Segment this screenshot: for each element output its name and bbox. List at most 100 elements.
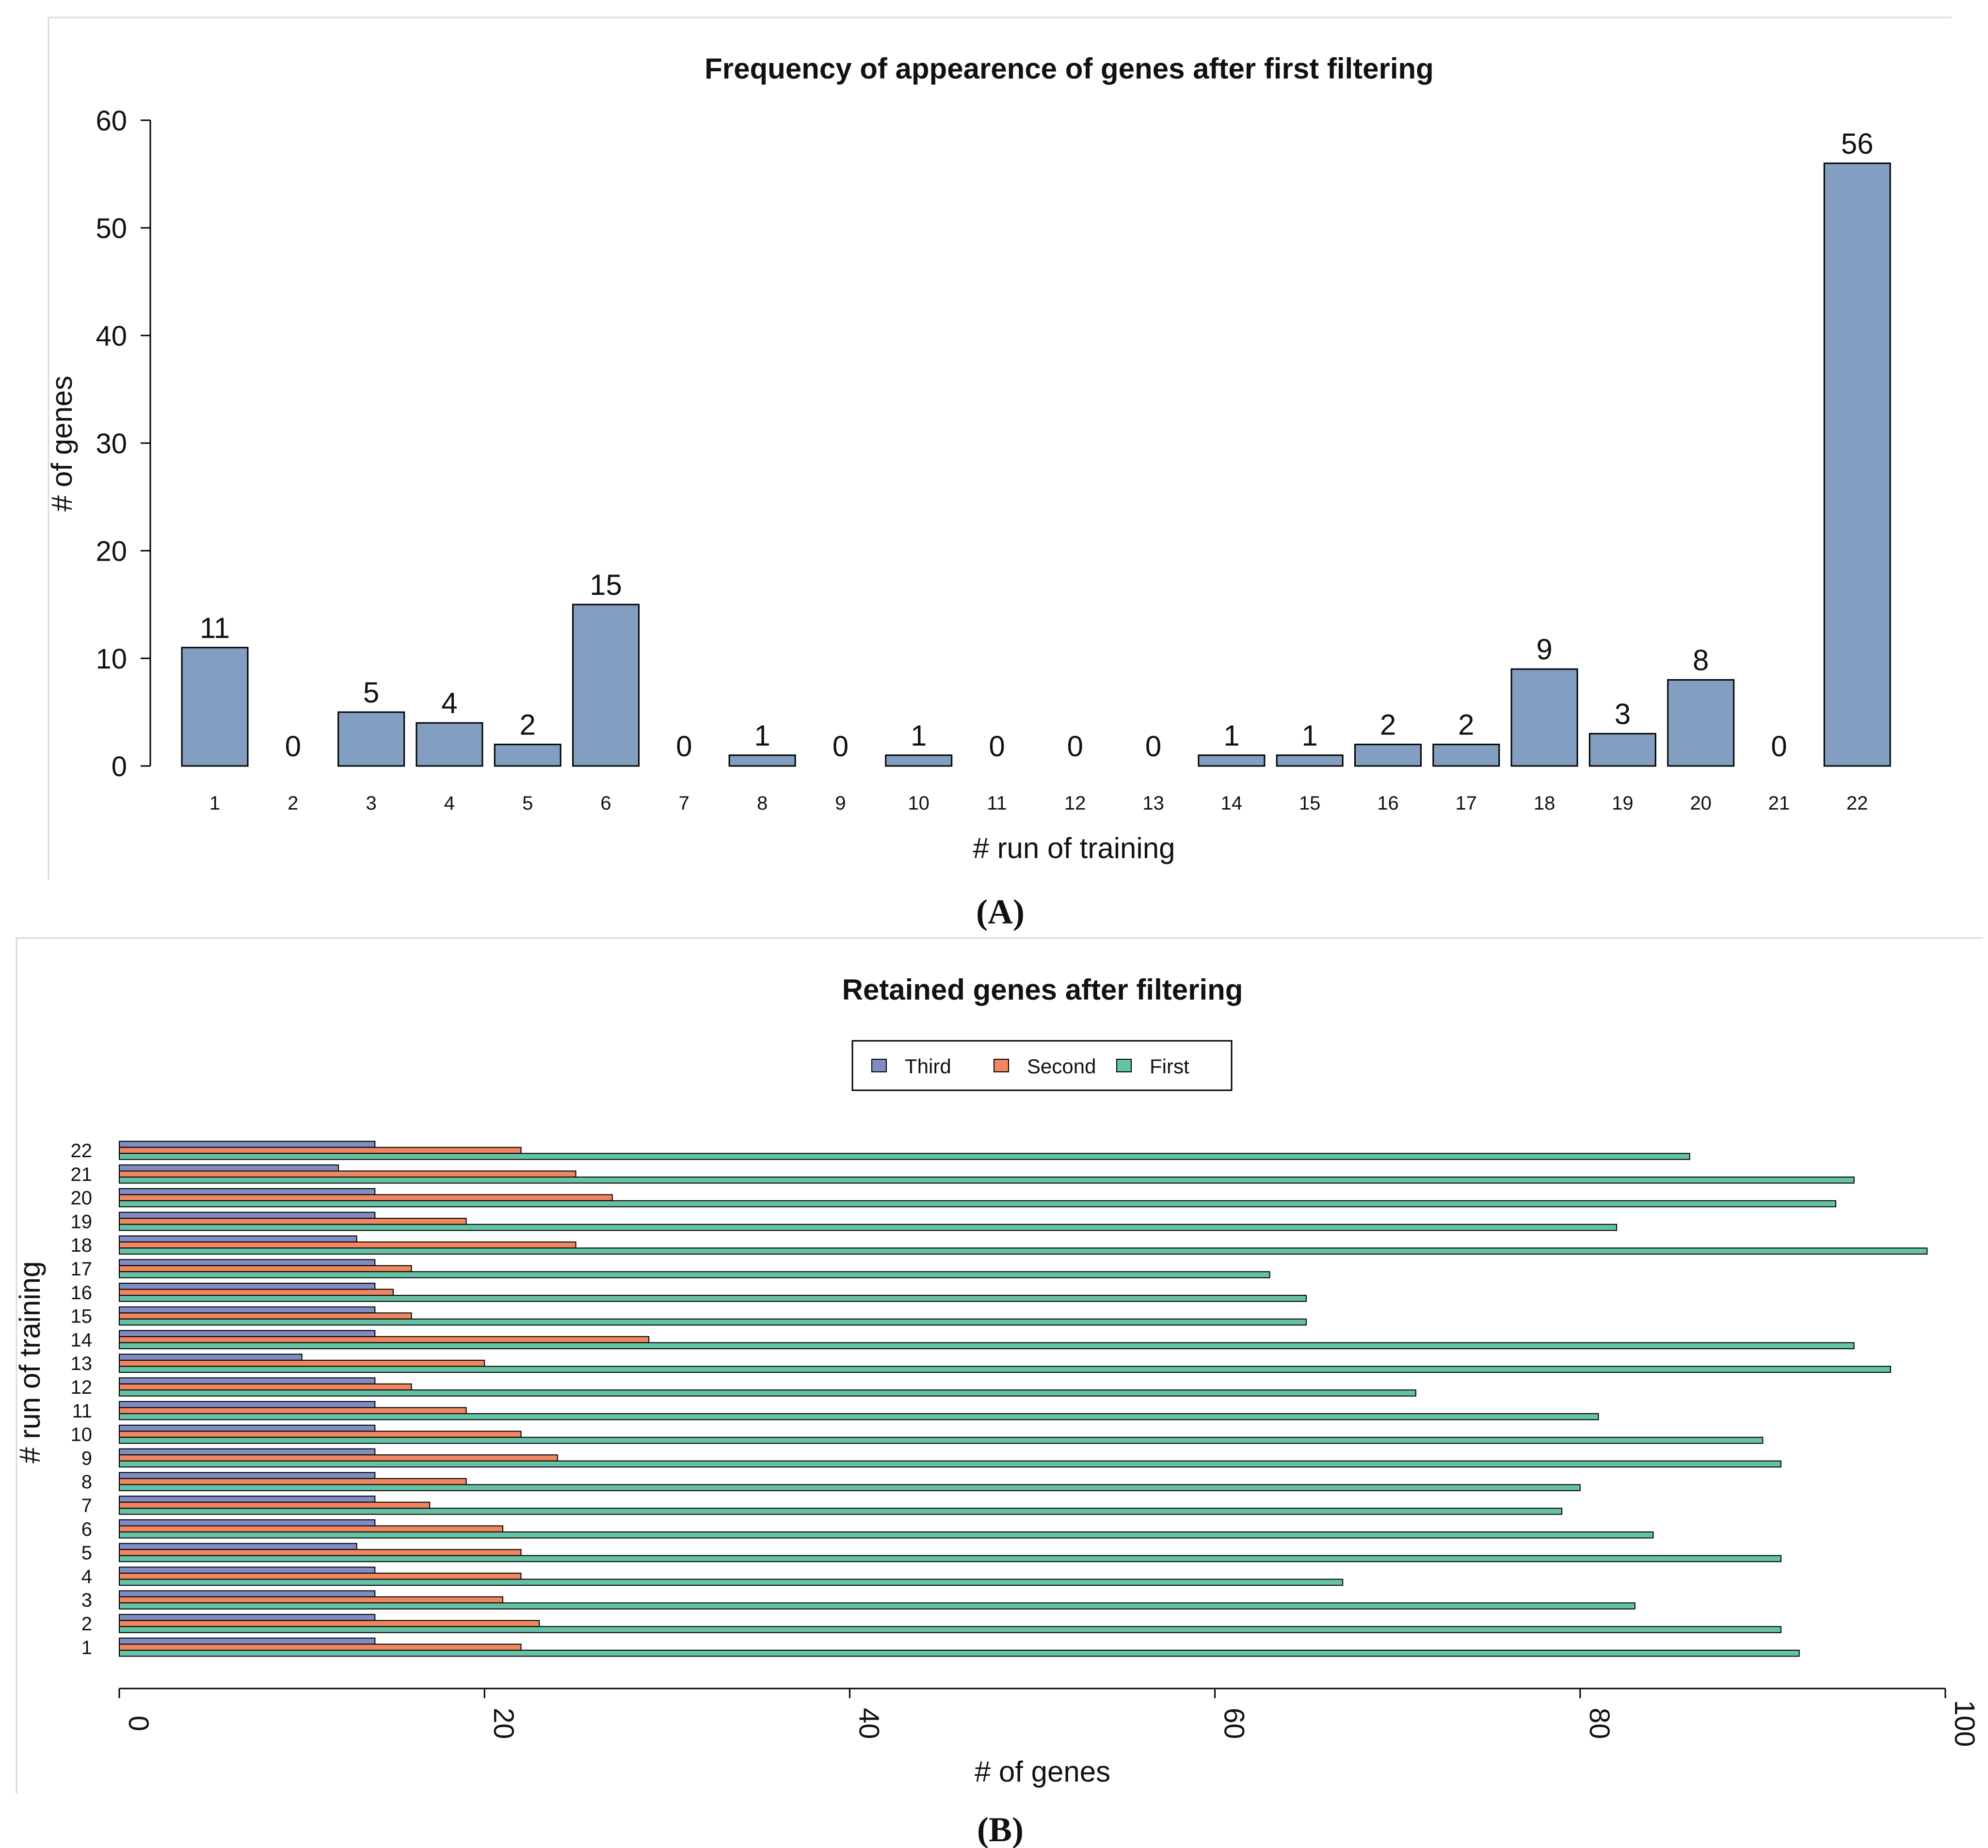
- panel-b-bar-third: [119, 1164, 339, 1172]
- panel-a-bar: [1823, 162, 1891, 767]
- panel-b-y-tick-label: 8: [81, 1471, 92, 1493]
- panel-a-bar: [181, 647, 249, 767]
- panel-a-bar-value-label: 0: [833, 730, 849, 763]
- panel-b-bar-third: [119, 1543, 357, 1550]
- legend-label-first: First: [1150, 1055, 1189, 1078]
- panel-b-caption: (B): [977, 1810, 1024, 1848]
- panel-b-bar-third: [119, 1448, 376, 1456]
- panel-a-bar-value-label: 1: [1302, 719, 1318, 752]
- panel-b-bar-first: [119, 1295, 1307, 1302]
- panel-b-title: Retained genes after filtering: [842, 973, 1243, 1006]
- panel-b-bar-second: [119, 1312, 412, 1320]
- panel-b-y-tick-label: 16: [71, 1282, 93, 1304]
- panel-b-y-tick-label: 20: [71, 1188, 93, 1209]
- panel-b-y-tick-label: 2: [81, 1613, 92, 1635]
- panel-b-bar-second: [119, 1573, 522, 1580]
- panel-b-y-tick-label: 7: [81, 1495, 92, 1516]
- panel-b-bar-first: [119, 1626, 1782, 1633]
- panel-a-y-tick-label: 10: [96, 643, 127, 675]
- panel-a-x-tick-label: 4: [444, 793, 455, 814]
- panel-b-bar-first: [119, 1224, 1618, 1231]
- panel-b-bar-second: [119, 1549, 522, 1556]
- panel-b-bar-first: [119, 1318, 1307, 1326]
- panel-a-bar-value-label: 5: [363, 676, 379, 709]
- panel-a-x-tick-label: 9: [835, 793, 846, 814]
- panel-a-x-tick-label: 5: [522, 793, 533, 814]
- panel-a-y-tick-label: 20: [96, 536, 127, 567]
- panel-b-bar-third: [119, 1496, 376, 1503]
- panel-a-bar: [1276, 754, 1344, 767]
- panel-a-x-tick-label: 18: [1534, 793, 1555, 814]
- panel-b-bar-third: [119, 1424, 376, 1432]
- panel-a-bar-value-label: 0: [989, 730, 1005, 763]
- panel-a-bar-value-label: 2: [1380, 709, 1396, 741]
- panel-b-y-tick-label: 13: [71, 1353, 93, 1374]
- panel-b-x-tick-label: 0: [123, 1716, 154, 1731]
- panel-b-y-tick-label: 15: [71, 1306, 93, 1327]
- panel-a-x-tick-label: 13: [1142, 793, 1164, 814]
- panel-a-x-tick-label: 1: [209, 793, 220, 814]
- panel-a-bar: [728, 754, 796, 767]
- panel-a-bar: [494, 744, 561, 767]
- panel-b-bar-first: [119, 1413, 1599, 1420]
- panel-a-caption: (A): [976, 892, 1025, 931]
- panel-b-bar-first: [119, 1578, 1344, 1586]
- panel-b-bar-third: [119, 1638, 376, 1645]
- panel-b-bar-first: [119, 1484, 1581, 1491]
- panel-b-bar-second: [119, 1478, 467, 1485]
- panel-b-bar-first: [119, 1460, 1782, 1468]
- panel-a-bar-value-label: 2: [520, 709, 536, 741]
- panel-a-y-tick-label: 60: [96, 105, 127, 137]
- panel-b-y-tick-label: 19: [71, 1211, 93, 1232]
- panel-b-bar-second: [119, 1643, 522, 1651]
- panel-b-legend: Third Second First: [851, 1040, 1233, 1091]
- panel-b-y-tick-label: 22: [71, 1140, 93, 1162]
- panel-a-bar: [337, 711, 405, 767]
- panel-b-bar-second: [119, 1596, 503, 1604]
- panel-b-bar-second: [119, 1501, 431, 1509]
- panel-b-y-tick-label: 21: [71, 1164, 93, 1185]
- panel-b-bar-third: [119, 1141, 376, 1148]
- panel-b-y-tick-label: 1: [81, 1637, 92, 1658]
- panel-b-x-tick-label: 60: [1218, 1708, 1250, 1739]
- panel-b-bar-third: [119, 1283, 376, 1290]
- panel-a-x-tick-label: 15: [1299, 793, 1321, 814]
- panel-a-x-axis-label: # run of training: [973, 832, 1175, 864]
- panel-a-title: Frequency of appearence of genes after f…: [705, 52, 1434, 85]
- panel-b-bar-second: [119, 1241, 577, 1249]
- panel-a-bar: [416, 722, 483, 767]
- panel-a-x-tick-label: 6: [600, 793, 611, 814]
- panel-a-x-tick-label: 16: [1377, 793, 1399, 814]
- panel-b-bar-first: [119, 1389, 1416, 1397]
- panel-b-bar-first: [119, 1153, 1690, 1160]
- panel-a-x-tick-label: 10: [908, 793, 930, 814]
- panel-a-x-tick-label: 8: [757, 793, 768, 814]
- panel-a-bar-value-label: 1: [911, 719, 927, 752]
- panel-a-frame: [48, 16, 1952, 880]
- panel-b-y-tick-label: 17: [71, 1259, 93, 1280]
- panel-b-bar-second: [119, 1147, 522, 1154]
- panel-a-x-tick-label: 20: [1690, 793, 1712, 814]
- panel-b-y-tick-label: 3: [81, 1590, 92, 1611]
- panel-b-bar-second: [119, 1359, 485, 1367]
- panel-b-bar-third: [119, 1354, 303, 1361]
- panel-b-bar-second: [119, 1525, 503, 1532]
- panel-b-bar-second: [119, 1336, 650, 1343]
- panel-a-chart: Frequency of appearence of genes after f…: [46, 16, 1952, 931]
- panel-a-bar: [1588, 733, 1656, 767]
- panel-a-bar: [1198, 754, 1266, 767]
- panel-b-y-tick-label: 14: [71, 1329, 93, 1351]
- panel-b-y-tick-label: 18: [71, 1235, 93, 1256]
- panel-b-bar-third: [119, 1590, 376, 1597]
- panel-b-x-tick-label: 20: [488, 1708, 519, 1739]
- panel-a-y-tick-label: 50: [96, 213, 127, 244]
- panel-b-bar-first: [119, 1200, 1837, 1208]
- panel-b-bar-first: [119, 1531, 1654, 1539]
- panel-b-bar-first: [119, 1555, 1782, 1562]
- panel-b-bar-second: [119, 1620, 540, 1627]
- panel-a-bar-value-label: 1: [1223, 719, 1239, 752]
- panel-a-bar-value-label: 15: [590, 569, 622, 601]
- panel-a-x-tick-label: 3: [366, 793, 376, 814]
- panel-b-bar-first: [119, 1342, 1855, 1350]
- panel-a-y-axis-label: # of genes: [46, 376, 78, 511]
